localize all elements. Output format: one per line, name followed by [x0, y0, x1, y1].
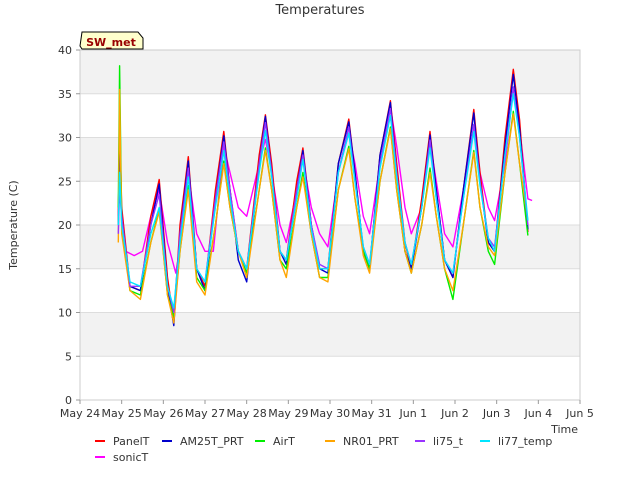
legend-label: AirT	[273, 435, 295, 448]
x-tick-label: Jun 2	[440, 407, 469, 420]
legend-label: PanelT	[113, 435, 150, 448]
y-tick-label: 40	[58, 44, 72, 57]
x-tick-label: Jun 5	[565, 407, 594, 420]
band-1	[80, 312, 580, 357]
series-panelt	[117, 68, 529, 322]
x-tick-label: May 26	[143, 407, 183, 420]
y-tick-label: 0	[65, 394, 72, 407]
legend-label: AM25T_PRT	[180, 435, 244, 448]
x-axis-label: Time	[550, 423, 578, 436]
x-tick-label: Jun 4	[523, 407, 552, 420]
y-axis-label: Temperature (C)	[7, 180, 20, 270]
chart-title: Temperatures	[274, 3, 364, 18]
x-tick-label: May 25	[102, 407, 142, 420]
series-lines	[117, 65, 533, 327]
legend-item-li75-t: li75_t	[415, 435, 464, 448]
y-tick-label: 30	[58, 132, 72, 145]
y-tick-label: 20	[58, 219, 72, 232]
x-tick-label: May 30	[310, 407, 350, 420]
band-7	[80, 50, 580, 94]
x-tick-label: May 27	[185, 407, 225, 420]
x-tick-label: Jun 1	[398, 407, 427, 420]
legend-label: li75_t	[433, 435, 464, 448]
y-tick-label: 15	[58, 263, 72, 276]
x-tick-label: Jun 3	[482, 407, 511, 420]
band-5	[80, 137, 580, 182]
y-tick-label: 10	[58, 307, 72, 320]
legend-label: li77_temp	[498, 435, 552, 448]
legend-item-li77-temp: li77_temp	[480, 435, 552, 448]
legend-item-sonict: sonicT	[95, 451, 149, 464]
x-tick-label: May 31	[352, 407, 392, 420]
x-tick-label: May 29	[268, 407, 308, 420]
y-tick-label: 5	[65, 350, 72, 363]
legend-item-airt: AirT	[255, 435, 295, 448]
x-tick-label: May 28	[227, 407, 267, 420]
legend-label: NR01_PRT	[343, 435, 399, 448]
y-tick-label: 35	[58, 88, 72, 101]
legend-label: sonicT	[113, 451, 149, 464]
legend-item-nr01-prt: NR01_PRT	[325, 435, 399, 448]
series-nr01-prt	[117, 88, 529, 324]
series-li77-temp	[117, 93, 529, 309]
y-tick-label: 25	[58, 175, 72, 188]
x-tick-label: May 24	[60, 407, 100, 420]
x-axis-ticks: May 24 May 25 May 26 May 27 May 28 May 29 May …	[60, 400, 594, 420]
annotation-label: SW_met	[86, 36, 136, 49]
legend-item-am25t-prt: AM25T_PRT	[162, 435, 244, 448]
legend: PanelT AM25T_PRT AirT NR01_PRT li75_t li77_te…	[95, 435, 552, 464]
y-axis-ticks: 0 5 10 15 20 25 30 35 40	[58, 44, 80, 407]
legend-item-panelt: PanelT	[95, 435, 150, 448]
annotation-box: SW_met	[79, 31, 144, 50]
